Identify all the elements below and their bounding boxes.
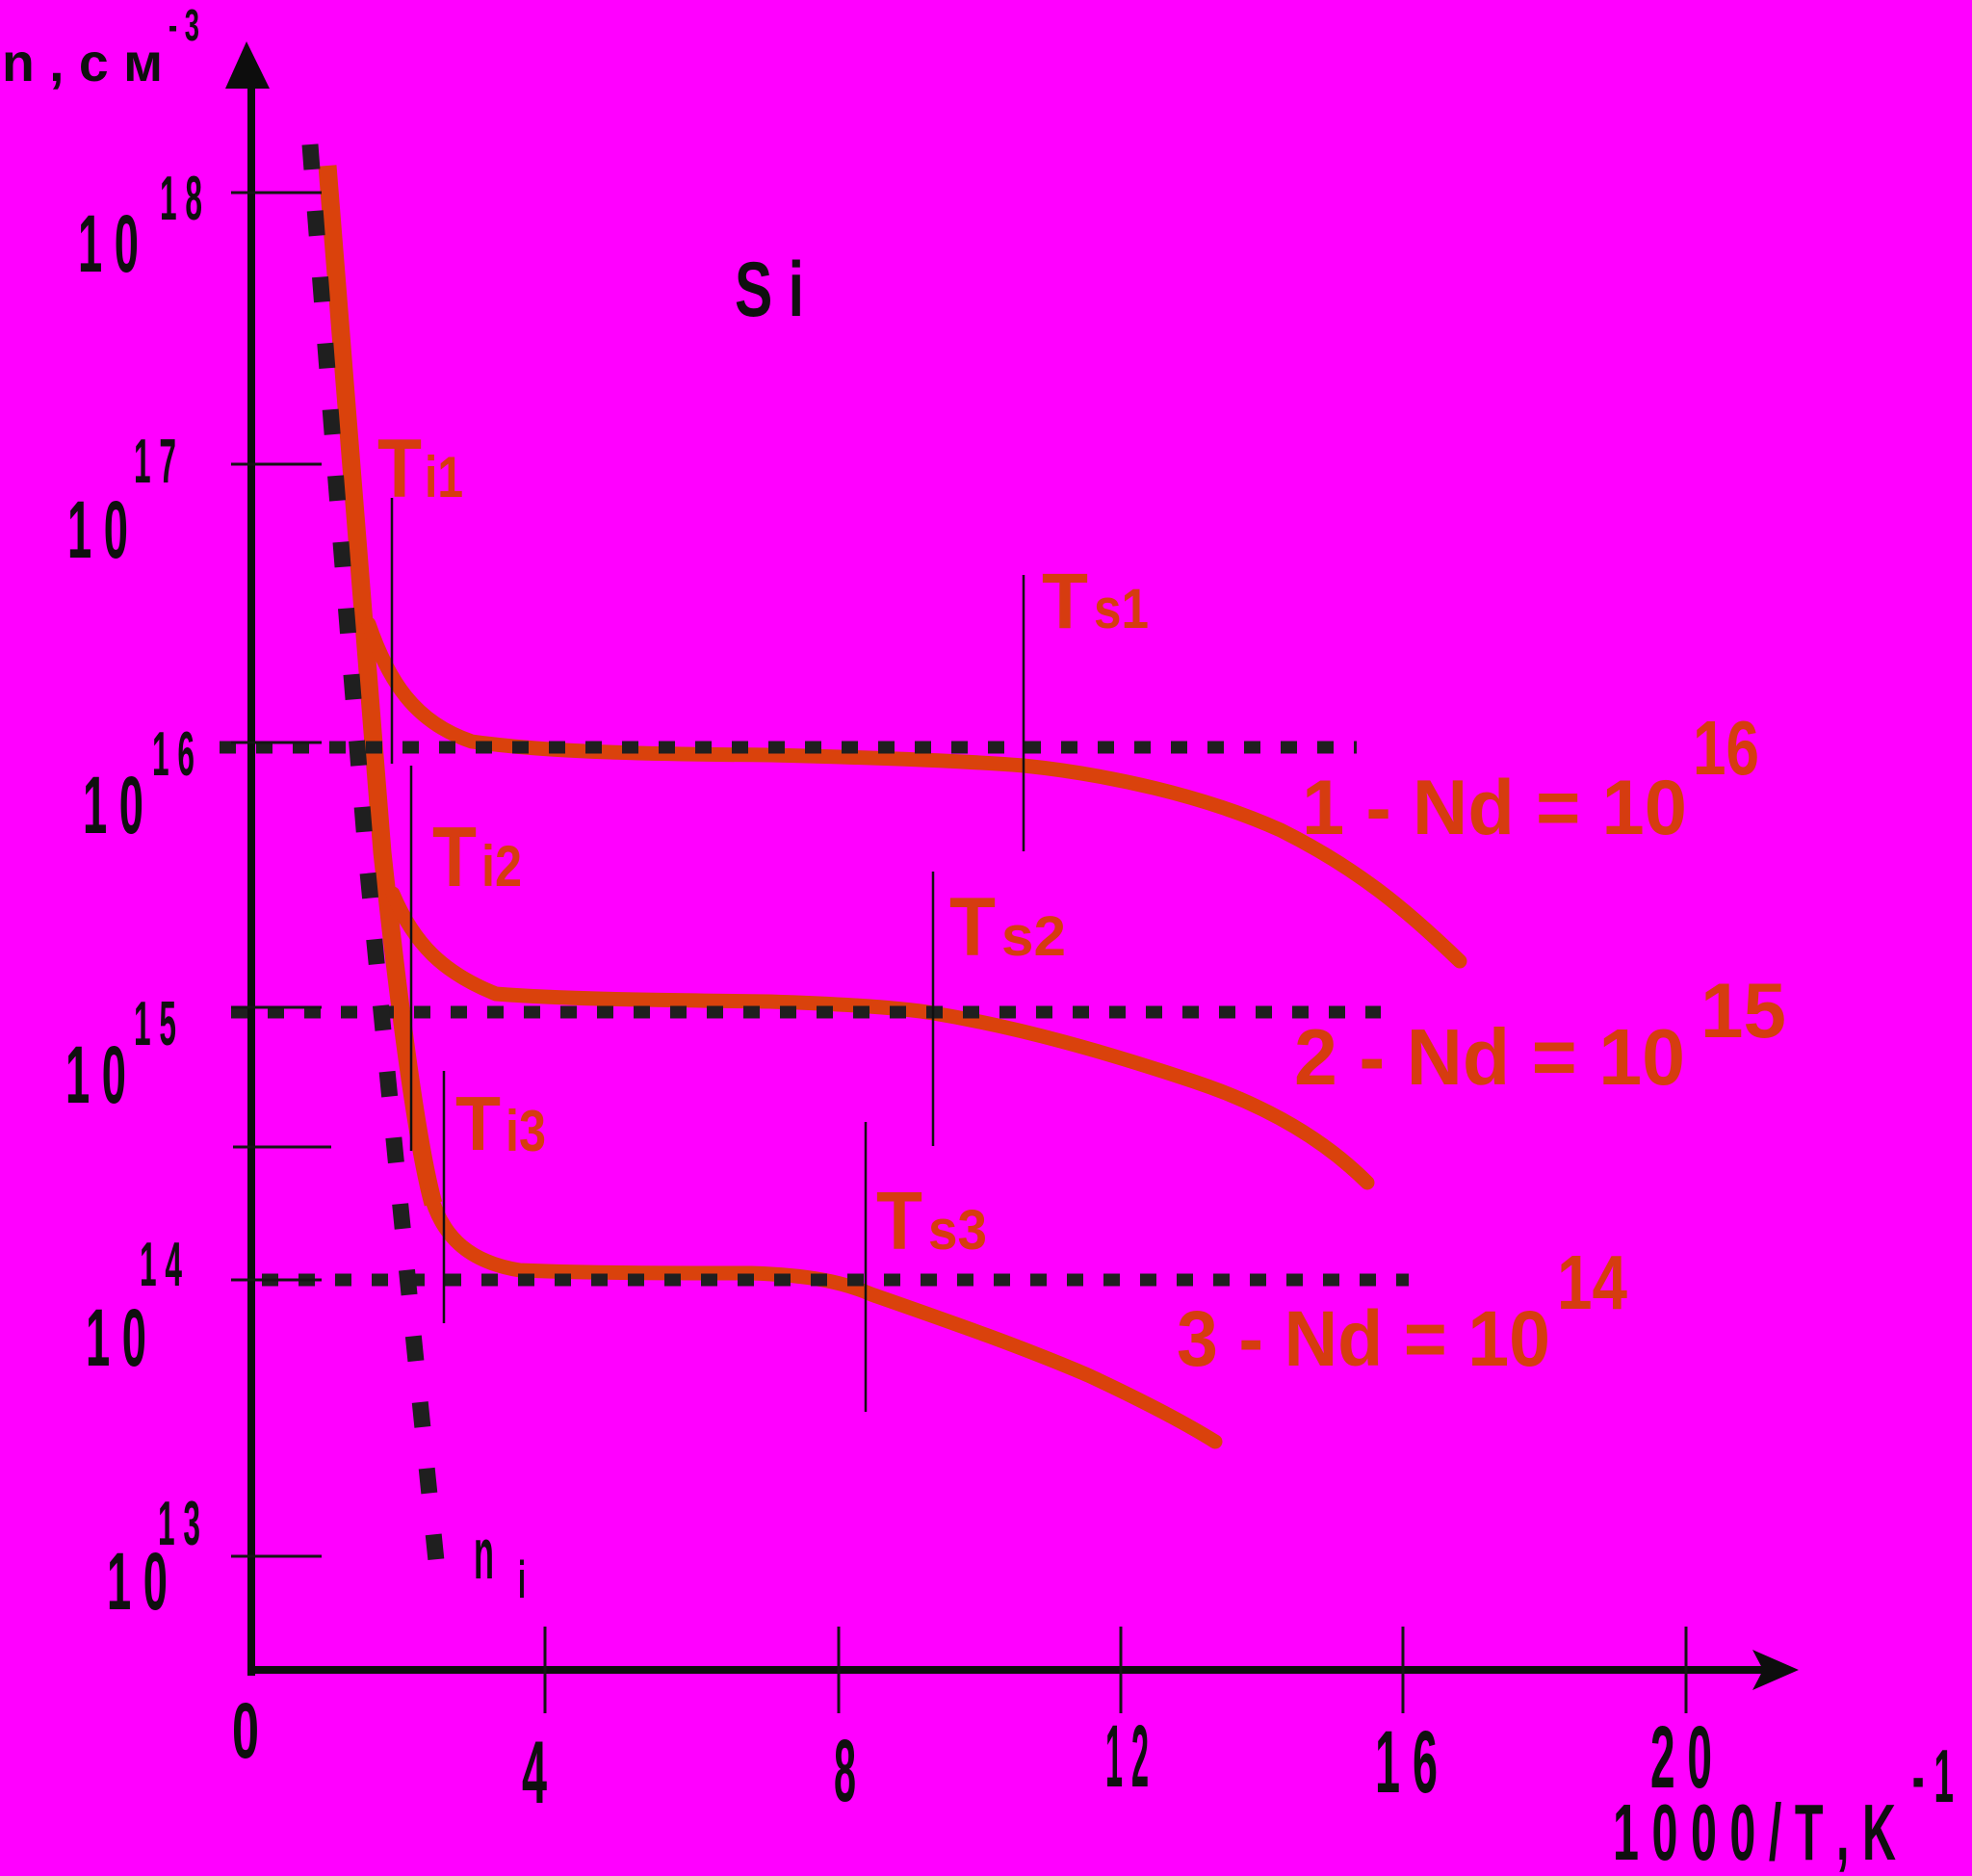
- svg-text:- 3: - 3: [169, 0, 199, 50]
- svg-text:2 - Nd = 10: 2 - Nd = 10: [1294, 1012, 1685, 1102]
- svg-text:s3: s3: [928, 1199, 987, 1262]
- svg-text:n: n: [474, 1513, 494, 1594]
- svg-text:1 0: 1 0: [67, 484, 128, 575]
- svg-text:T: T: [1042, 558, 1088, 645]
- svg-text:3 - Nd = 10: 3 - Nd = 10: [1177, 1295, 1550, 1383]
- svg-text:14: 14: [1557, 1239, 1627, 1325]
- svg-text:1 - Nd = 10: 1 - Nd = 10: [1302, 765, 1687, 851]
- svg-text:1 0: 1 0: [107, 1536, 168, 1627]
- svg-text:i2: i2: [481, 834, 522, 899]
- svg-text:1 2: 1 2: [1105, 1707, 1149, 1806]
- svg-text:1 7: 1 7: [134, 426, 176, 496]
- svg-text:15: 15: [1700, 968, 1786, 1055]
- svg-text:T: T: [432, 809, 477, 904]
- svg-text:1 8: 1 8: [160, 163, 202, 233]
- svg-text:s1: s1: [1094, 578, 1149, 640]
- svg-text:n , с м: n , с м: [2, 32, 163, 92]
- svg-text:T: T: [455, 1081, 501, 1166]
- svg-text:S i: S i: [735, 247, 804, 333]
- svg-text:1 6: 1 6: [1375, 1713, 1438, 1811]
- svg-text:i3: i3: [506, 1099, 546, 1163]
- svg-text:2 0: 2 0: [1650, 1708, 1712, 1807]
- svg-text:i: i: [518, 1550, 526, 1609]
- svg-text:T: T: [876, 1176, 922, 1267]
- svg-text:T: T: [377, 423, 422, 515]
- svg-text:T: T: [949, 881, 996, 974]
- svg-text:i1: i1: [425, 445, 463, 509]
- svg-text:4: 4: [522, 1724, 547, 1822]
- svg-text:1 0: 1 0: [65, 1029, 126, 1120]
- svg-text:1 5: 1 5: [134, 988, 176, 1058]
- svg-text:1 0: 1 0: [78, 198, 139, 289]
- svg-text:s2: s2: [1001, 905, 1066, 968]
- svg-text:1 0: 1 0: [83, 760, 143, 850]
- svg-text:16: 16: [1693, 705, 1759, 791]
- svg-text:1 4: 1 4: [140, 1229, 182, 1299]
- svg-text:1 0 0 0 / T , K: 1 0 0 0 / T , K: [1613, 1787, 1896, 1876]
- svg-text:1 0: 1 0: [86, 1292, 146, 1383]
- svg-text:1 6: 1 6: [152, 718, 195, 789]
- svg-text:1 3: 1 3: [158, 1488, 200, 1558]
- svg-text:0: 0: [232, 1687, 259, 1775]
- svg-text:8: 8: [834, 1722, 856, 1820]
- svg-text:- 1: - 1: [1912, 1733, 1954, 1818]
